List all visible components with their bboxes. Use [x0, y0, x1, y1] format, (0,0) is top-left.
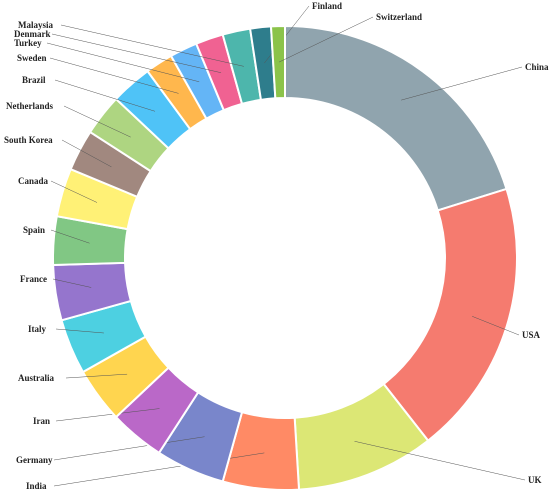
leader-line-iran — [55, 408, 160, 422]
label-australia: Australia — [18, 373, 55, 383]
label-south-korea: South Korea — [4, 135, 53, 145]
label-netherlands: Netherlands — [6, 101, 53, 111]
label-uk: UK — [528, 475, 542, 485]
leader-line-australia — [65, 373, 128, 379]
leader-line-denmark — [51, 33, 222, 73]
leader-line-canada — [50, 180, 98, 203]
label-sweden: Sweden — [17, 53, 47, 63]
label-brazil: Brazil — [22, 75, 46, 85]
label-china: China — [525, 62, 549, 72]
slice-usa[interactable] — [382, 187, 518, 443]
label-india: India — [26, 481, 47, 491]
label-spain: Spain — [23, 225, 45, 235]
leader-line-sweden — [49, 57, 179, 94]
label-finland: Finland — [312, 1, 342, 11]
leader-line-france — [52, 278, 92, 288]
leader-line-south-korea — [61, 139, 112, 168]
label-denmark: Denmark — [14, 29, 51, 39]
leader-line-uk — [354, 441, 526, 481]
leader-line-switzerland — [278, 16, 374, 63]
leader-line-netherlands — [63, 105, 131, 138]
label-france: France — [20, 274, 47, 284]
label-germany: Germany — [16, 455, 53, 465]
label-malaysia: Malaysia — [18, 20, 53, 30]
leader-line-germany — [53, 436, 205, 461]
leader-line-china — [401, 66, 523, 101]
leader-line-turkey — [46, 42, 200, 83]
leader-line-brazil — [54, 79, 156, 112]
label-usa: USA — [522, 330, 541, 340]
slice-china[interactable] — [284, 24, 508, 212]
leader-line-malaysia — [60, 24, 244, 67]
label-turkey: Turkey — [14, 38, 42, 48]
leader-line-spain — [50, 229, 90, 244]
label-italy: Italy — [28, 324, 47, 334]
label-switzerland: Switzerland — [376, 12, 422, 22]
label-iran: Iran — [33, 416, 50, 426]
leader-line-italy — [55, 328, 104, 334]
leader-line-usa — [472, 316, 520, 336]
label-canada: Canada — [18, 176, 49, 186]
slice-switzerland[interactable] — [269, 24, 286, 100]
